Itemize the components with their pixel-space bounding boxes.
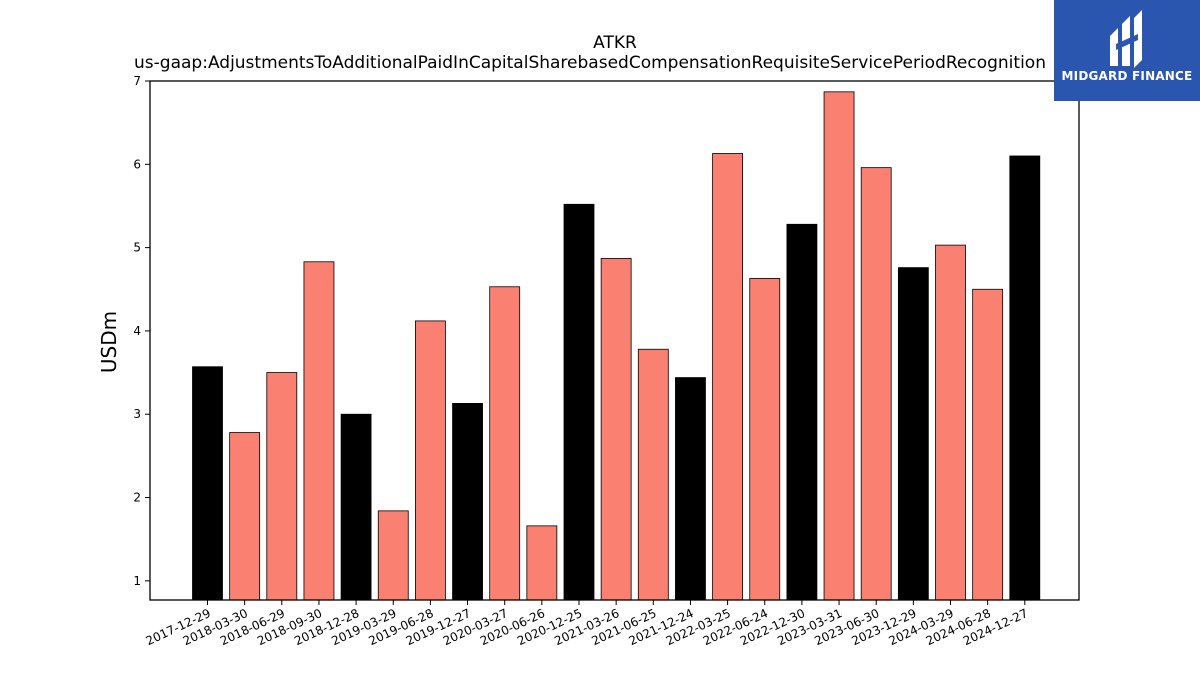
bar-2018-09-30 — [303, 261, 335, 601]
bar-2019-06-28 — [414, 320, 446, 601]
y-axis-label: USDm — [97, 311, 121, 373]
plot-frame — [149, 80, 1080, 601]
bar-2021-06-25 — [637, 348, 669, 601]
chart-subtitle: us-gaap:AdjustmentsToAdditionalPaidInCap… — [134, 53, 1046, 73]
bar-2023-12-29 — [897, 267, 929, 601]
bar-2024-12-27 — [1009, 155, 1041, 601]
midgard-logo-icon — [1110, 10, 1142, 68]
bar-2018-06-29 — [266, 372, 298, 601]
bar-2019-12-27 — [452, 402, 483, 601]
bar-2020-12-25 — [563, 203, 595, 601]
y-tick-label: 7 — [133, 74, 141, 88]
bar-2021-03-26 — [600, 258, 632, 601]
bar-2019-03-29 — [377, 510, 409, 601]
bar-2020-03-27 — [489, 286, 521, 601]
y-tick-label: 2 — [133, 491, 141, 505]
y-tick-label: 4 — [133, 324, 141, 338]
bar-2023-06-30 — [860, 167, 892, 601]
bar-2022-12-30 — [786, 223, 818, 601]
y-axis-ticks: 1 2 3 4 5 6 7 — [133, 74, 150, 588]
y-tick-label: 5 — [133, 241, 141, 255]
bar-2018-12-28 — [340, 413, 372, 601]
bar-2024-03-29 — [935, 244, 966, 601]
midgard-finance-logo: MIDGARD FINANCE — [1054, 0, 1200, 101]
y-tick-label: 6 — [133, 157, 141, 171]
x-axis-ticks: 2017-12-292018-03-302018-06-292018-09-30… — [144, 600, 1030, 648]
bar-2023-03-31 — [823, 91, 855, 601]
y-tick-label: 3 — [133, 407, 141, 421]
bar-2022-06-24 — [749, 278, 781, 601]
bar-2022-03-25 — [712, 153, 743, 601]
brand-name: MIDGARD FINANCE — [1061, 69, 1193, 83]
bar-2017-12-29 — [192, 366, 223, 601]
bar-2021-12-24 — [675, 377, 706, 601]
bar-2018-03-30 — [229, 432, 261, 601]
chart-title: ATKR — [593, 33, 637, 53]
bar-2020-06-26 — [526, 525, 558, 601]
bar-2024-06-28 — [972, 288, 1004, 601]
y-tick-label: 1 — [133, 574, 141, 588]
bars-group — [192, 91, 1041, 601]
